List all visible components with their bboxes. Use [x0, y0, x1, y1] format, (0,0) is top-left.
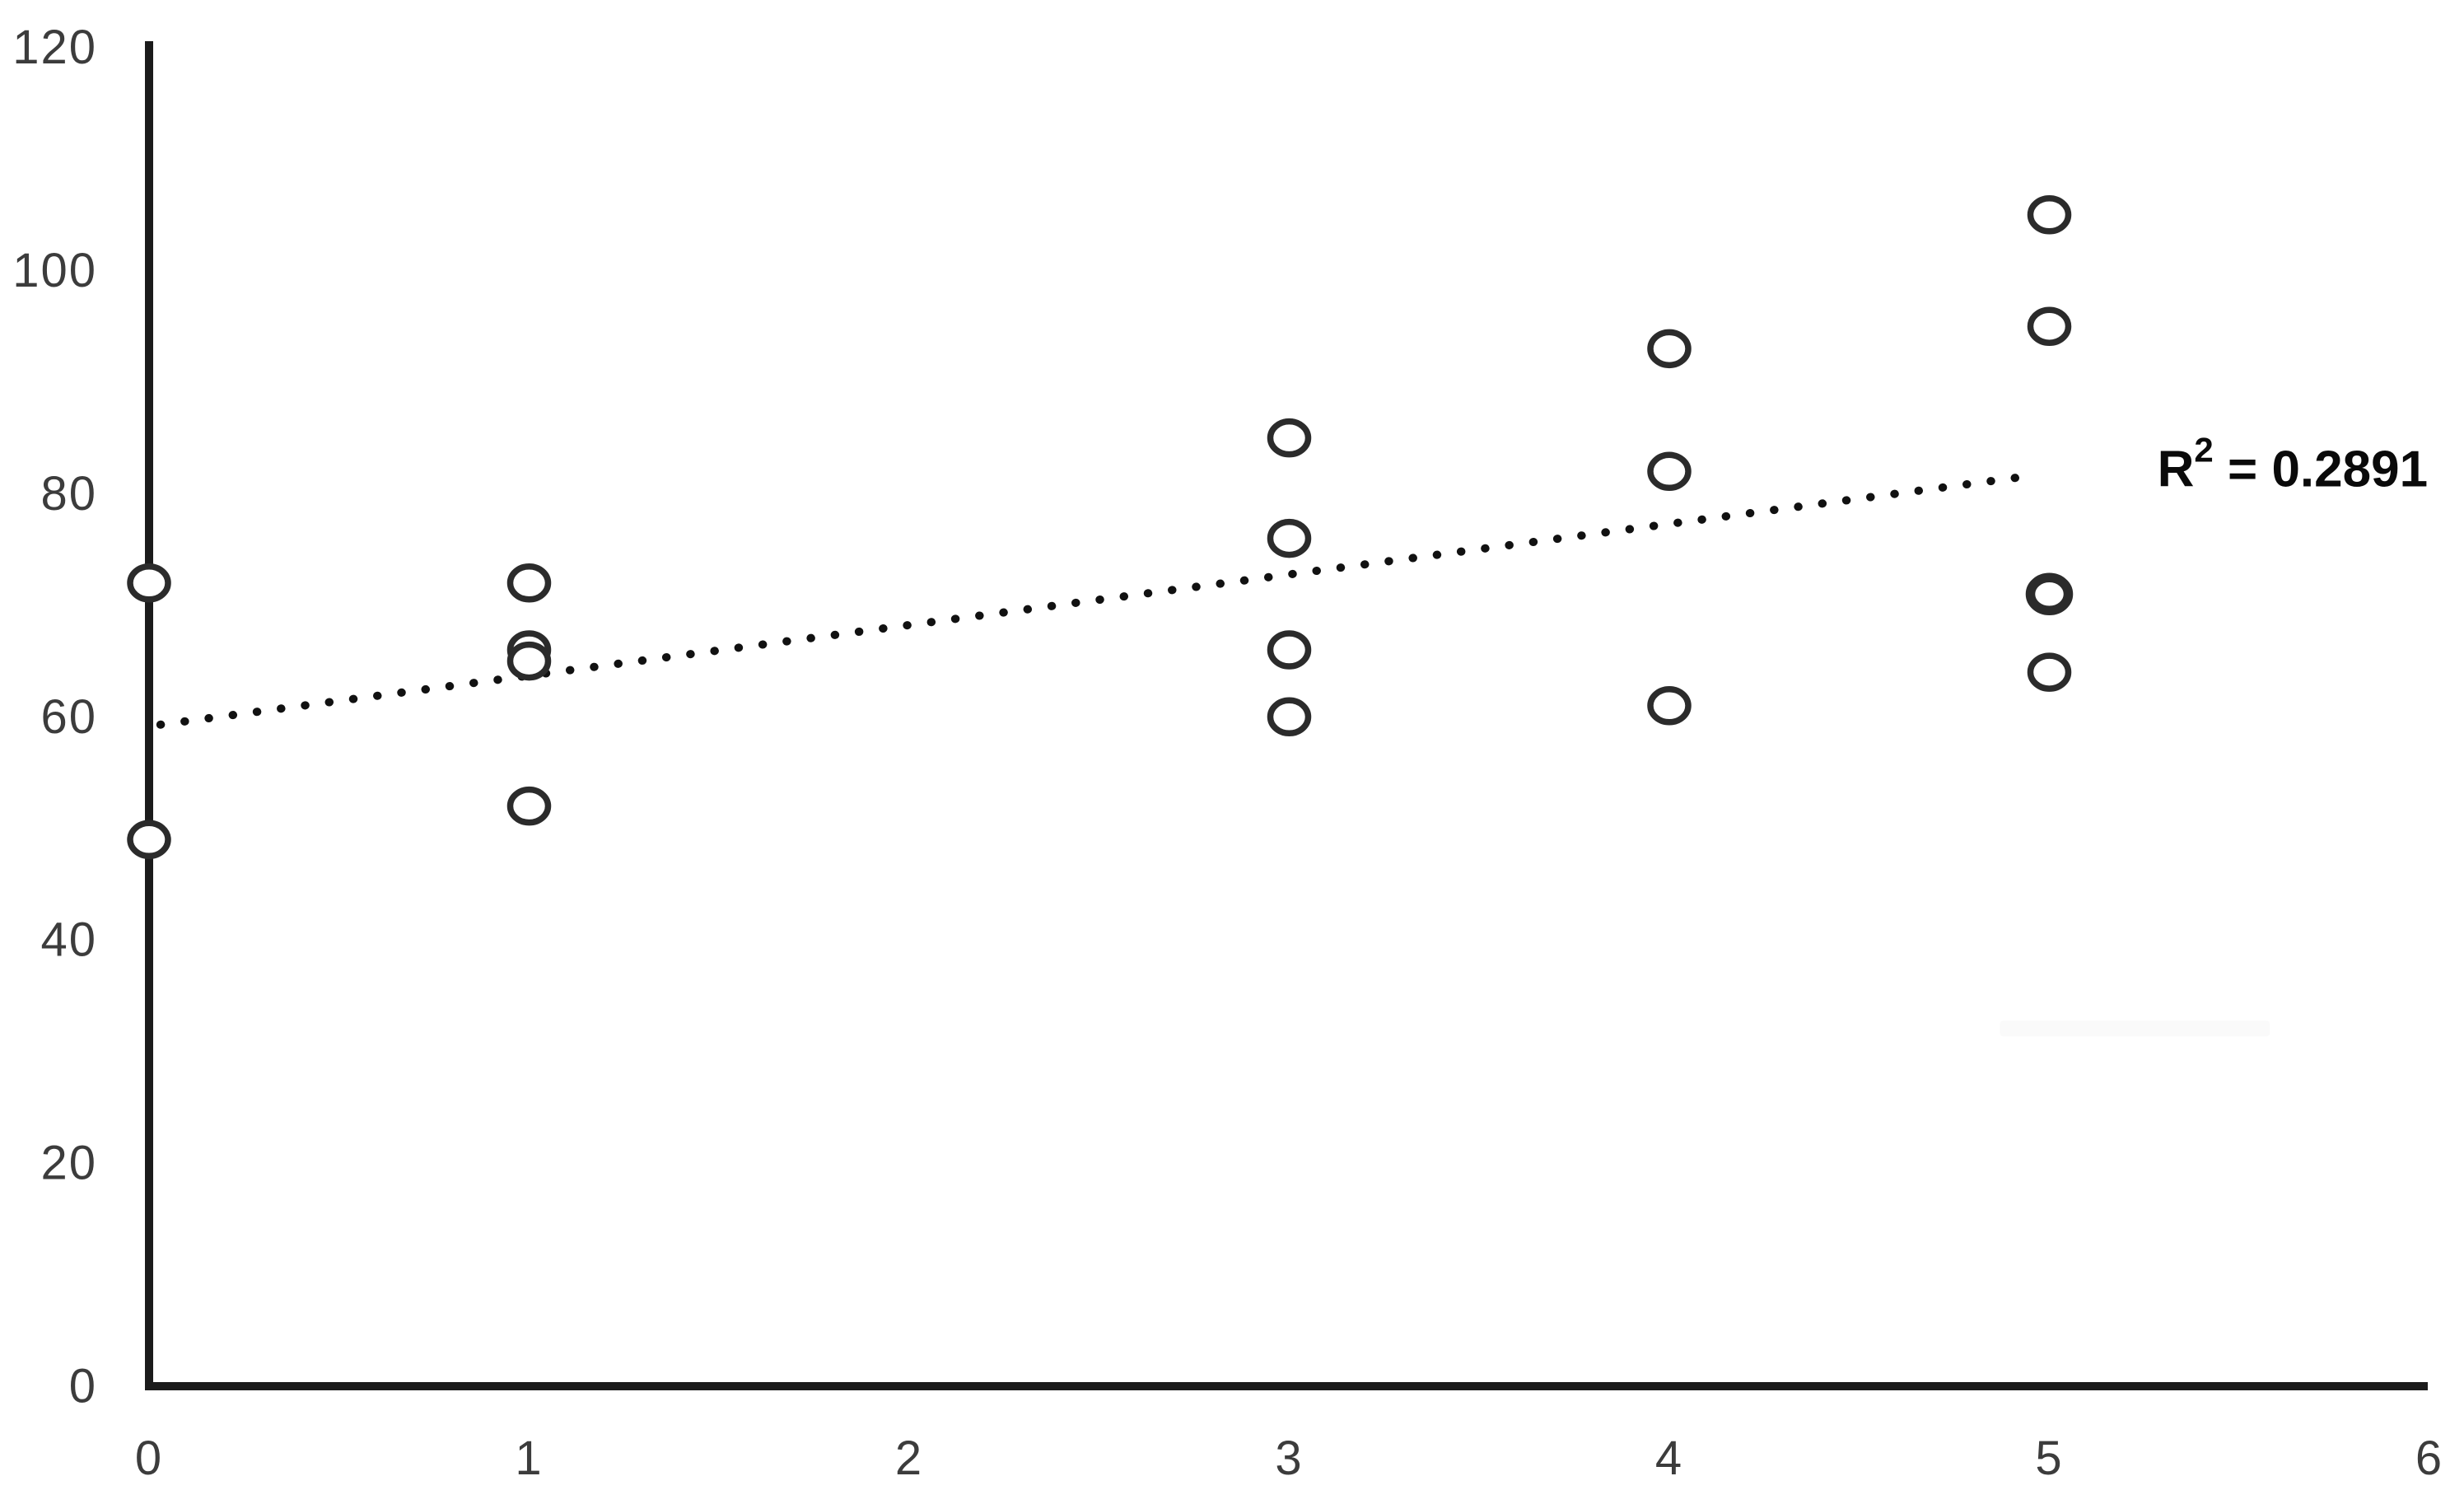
y-axis-label-0: 0	[69, 1360, 97, 1413]
y-axis-label-120: 120	[12, 21, 97, 74]
r-squared-label: R2 = 0.2891	[2158, 430, 2428, 497]
axes-layer	[145, 41, 2428, 1390]
x-axis-label-6: 6	[2415, 1432, 2443, 1485]
x-axis-label-3: 3	[1275, 1432, 1303, 1485]
data-point-x1-y52	[506, 786, 552, 826]
data-point-x3-y60	[1267, 697, 1312, 737]
y-axis-label-60: 60	[40, 690, 97, 744]
trendline-dotted	[156, 471, 2035, 729]
data-point-x5-y95	[2027, 306, 2072, 346]
y-axis-label-100: 100	[12, 244, 97, 297]
axis-lines	[145, 41, 2428, 1390]
data-point-x3-y85	[1267, 418, 1312, 458]
x-axis-label-5: 5	[2035, 1432, 2063, 1485]
data-point-x5-y64	[2027, 652, 2072, 692]
data-point-x5-y105	[2027, 195, 2072, 235]
data-point-x0-y72	[127, 563, 171, 603]
x-axis-label-1: 1	[515, 1432, 543, 1485]
data-point-x3-y76	[1267, 518, 1312, 558]
data-point-x1-y65	[506, 641, 552, 681]
data-point-x0-y49	[127, 820, 171, 860]
annotation-layer: R2 = 0.2891	[2158, 430, 2428, 497]
y-axis-label-80: 80	[40, 467, 97, 521]
data-point-x1-y72	[506, 563, 552, 603]
data-point-x4-y61	[1647, 686, 1692, 726]
watermark-artifact-layer	[2000, 1021, 2270, 1037]
y-axis-label-40: 40	[40, 913, 97, 967]
watermark-artifact	[2000, 1021, 2270, 1037]
data-point-x4-y82	[1647, 451, 1692, 492]
x-axis-label-0: 0	[135, 1432, 163, 1485]
data-point-x5-y71	[2025, 572, 2074, 616]
y-axis-label-20: 20	[40, 1137, 97, 1190]
trendline-layer	[156, 471, 2035, 729]
x-axis-label-2: 2	[895, 1432, 923, 1485]
tick-labels-layer: 0 20 40 60 80 100 120 0 1 2 3 4 5 6	[12, 21, 2443, 1485]
data-point-x3-y66	[1267, 630, 1312, 670]
x-axis-label-4: 4	[1655, 1432, 1683, 1485]
data-point-x4-y93	[1647, 329, 1692, 369]
data-points-layer	[127, 195, 2074, 860]
